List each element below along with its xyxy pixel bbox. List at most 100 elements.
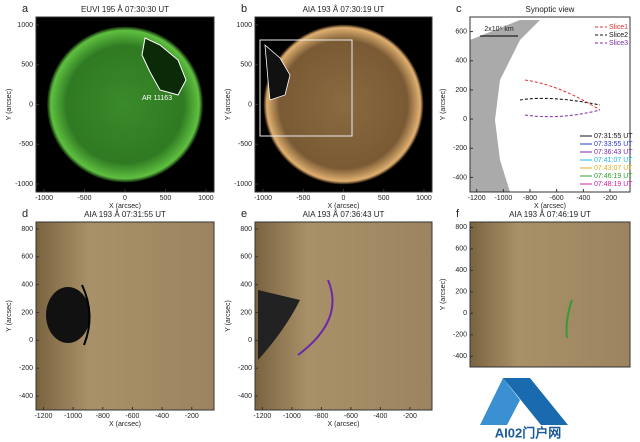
x-axis-label: X (arcsec) <box>328 203 360 210</box>
x-tick-label: -1200 <box>468 195 486 202</box>
y-tick-label: 600 <box>240 254 252 261</box>
panel-label: d <box>22 208 28 220</box>
y-tick-label: 400 <box>455 58 467 65</box>
zoom-box <box>259 39 353 137</box>
logo <box>503 378 568 425</box>
legend-label: Slice1 <box>609 24 628 31</box>
y-tick-label: 200 <box>21 309 33 316</box>
y-tick-label: 0 <box>463 116 467 123</box>
y-tick-label: 0 <box>463 310 467 317</box>
panel-label: b <box>241 3 247 15</box>
y-tick-label: 500 <box>240 62 252 69</box>
scale-bar-label: 2x10⁵ km <box>484 26 514 33</box>
x-tick-label: -1200 <box>34 413 52 420</box>
y-tick-label: 500 <box>21 62 33 69</box>
legend-label: 07:48:19 UT <box>594 181 633 188</box>
x-tick-label: -600 <box>550 195 564 202</box>
y-tick-label: 200 <box>240 309 252 316</box>
y-axis-label: Y (arcsec) <box>6 89 13 121</box>
legend-label: 07:43:07 UT <box>594 165 633 172</box>
y-tick-label: -200 <box>453 332 467 339</box>
sun-disk <box>47 26 203 183</box>
x-tick-label: 0 <box>342 195 346 202</box>
y-tick-label: -1000 <box>15 181 33 188</box>
occulted-region <box>470 20 540 192</box>
front <box>81 284 91 346</box>
panel-title: Synoptic view <box>526 5 575 14</box>
x-tick-label: 0 <box>123 195 127 202</box>
y-tick-label: 0 <box>248 101 252 108</box>
y-tick-label: 0 <box>29 337 33 344</box>
x-tick-label: -200 <box>603 195 617 202</box>
image-f <box>470 222 630 367</box>
ar-outline <box>264 44 291 101</box>
x-tick-label: -800 <box>523 195 537 202</box>
y-tick-label: 200 <box>455 289 467 296</box>
y-tick-label: -200 <box>238 365 252 372</box>
y-tick-label: -400 <box>453 174 467 181</box>
panel-title: AIA 193 Å 07:31:55 UT <box>84 210 166 219</box>
legend-label: 07:31:55 UT <box>594 133 633 140</box>
y-tick-label: -200 <box>19 365 33 372</box>
panel-title: EUVI 195 Å 07:30:30 UT <box>81 5 169 14</box>
dimming <box>258 290 300 360</box>
annotation: AR 11163 <box>142 95 172 102</box>
slice-path <box>519 97 601 106</box>
x-tick-label: -1200 <box>253 413 271 420</box>
y-axis-label: Y (arcsec) <box>6 300 13 332</box>
x-axis-label: X (arcsec) <box>109 421 141 428</box>
y-tick-label: 800 <box>240 226 252 233</box>
x-tick-label: -1000 <box>35 195 53 202</box>
y-tick-label: -500 <box>238 141 252 148</box>
panel-label: c <box>456 3 462 15</box>
y-tick-label: 200 <box>455 87 467 94</box>
x-tick-label: -800 <box>96 413 110 420</box>
panel-images <box>36 16 631 425</box>
plot-frame <box>254 221 433 411</box>
x-tick-label: -200 <box>185 413 199 420</box>
y-axis-label: Y (arcsec) <box>440 279 447 311</box>
logo <box>480 378 520 425</box>
y-tick-label: 0 <box>248 337 252 344</box>
x-tick-label: -500 <box>78 195 92 202</box>
x-tick-label: 500 <box>160 195 172 202</box>
legend-label: 07:33:55 UT <box>594 141 633 148</box>
y-tick-label: 1000 <box>17 22 33 29</box>
x-axis-label: X (arcsec) <box>109 203 141 210</box>
panel-label: a <box>22 3 29 15</box>
ar-outline <box>141 37 187 96</box>
x-tick-label: -500 <box>296 195 310 202</box>
front <box>297 279 334 356</box>
legend-label: Slice2 <box>609 32 628 39</box>
y-axis-label: Y (arcsec) <box>440 89 447 121</box>
y-tick-label: 600 <box>455 28 467 35</box>
y-tick-label: 1000 <box>236 22 252 29</box>
plot-frame <box>35 221 215 411</box>
x-tick-label: -400 <box>576 195 590 202</box>
x-tick-label: -1000 <box>64 413 82 420</box>
panel-label: e <box>241 208 247 220</box>
legend-label: 07:46:19 UT <box>594 173 633 180</box>
panel-title: AIA 193 Å 07:30:19 UT <box>303 5 385 14</box>
y-tick-label: 400 <box>455 267 467 274</box>
x-tick-label: 1000 <box>416 195 432 202</box>
x-tick-label: 1000 <box>198 195 214 202</box>
y-tick-label: -200 <box>453 145 467 152</box>
y-tick-label: 800 <box>21 226 33 233</box>
slice-path <box>524 109 601 118</box>
x-tick-label: -600 <box>125 413 139 420</box>
y-tick-label: -400 <box>453 353 467 360</box>
x-tick-label: -600 <box>344 413 358 420</box>
dimming <box>46 287 90 343</box>
y-axis-label: Y (arcsec) <box>225 89 232 121</box>
x-tick-label: -1000 <box>254 195 272 202</box>
legend-label: 07:41:07 UT <box>594 157 633 164</box>
sun-disk <box>263 24 424 185</box>
legend-label: 07:36:43 UT <box>594 149 633 156</box>
plot-frame <box>469 16 631 193</box>
plot-frame <box>469 221 631 368</box>
y-tick-label: 600 <box>21 254 33 261</box>
x-tick-label: -400 <box>155 413 169 420</box>
x-axis-label: X (arcsec) <box>534 203 566 210</box>
legend-label: Slice3 <box>609 40 628 47</box>
